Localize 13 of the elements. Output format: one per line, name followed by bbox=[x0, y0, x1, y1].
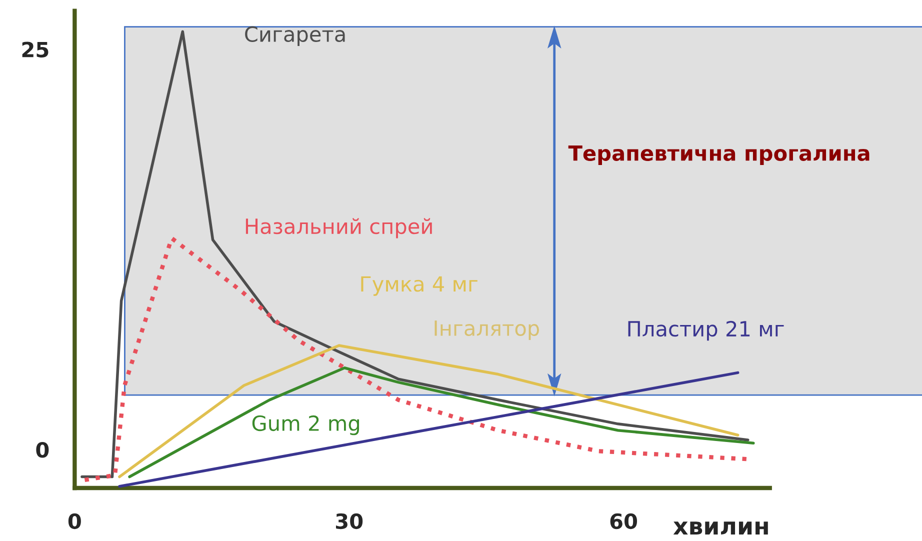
text: Назальний спрей bbox=[246, 218, 432, 238]
x-axis-title: хвилин bbox=[673, 522, 768, 535]
x-tick-label: 30 bbox=[336, 513, 363, 530]
text: Пластир 21 мг bbox=[628, 320, 784, 341]
y-tick-label: 25 bbox=[22, 42, 48, 58]
text: Гумка 4 мг bbox=[361, 276, 478, 296]
series-label: Gum 2 mg bbox=[252, 415, 359, 436]
x-tick-label: 60 bbox=[610, 513, 638, 530]
annotation: Інгалятор bbox=[434, 320, 539, 340]
band-label: Терапевтична прогалина bbox=[568, 145, 870, 166]
x-tick-label: 0 bbox=[68, 513, 81, 530]
line-series bbox=[118, 344, 740, 478]
text: Сигарета bbox=[245, 26, 345, 46]
